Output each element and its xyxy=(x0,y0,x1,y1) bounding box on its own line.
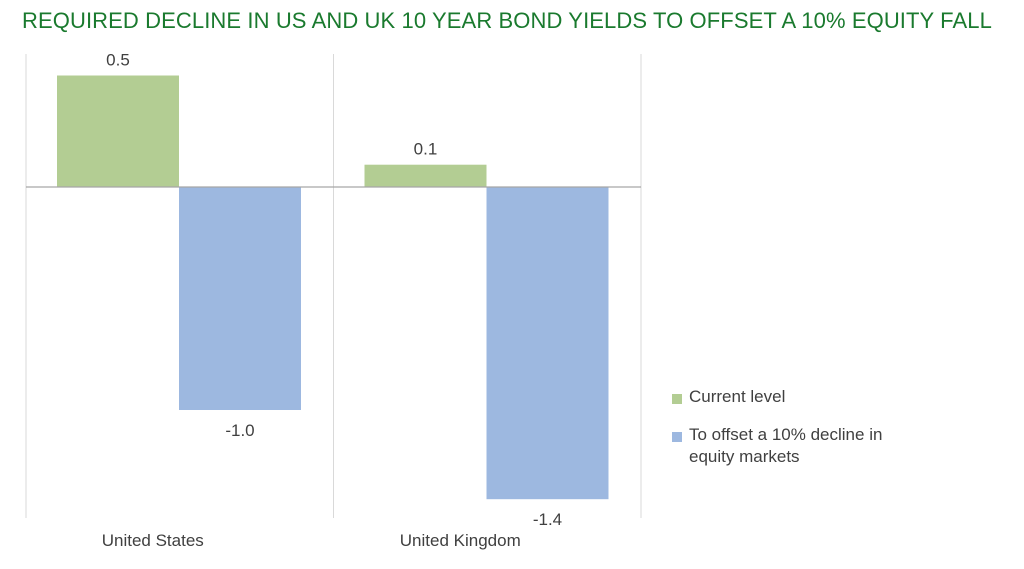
bar-offset-1 xyxy=(486,187,609,500)
bar-current-level-1 xyxy=(364,164,487,187)
legend-item-current-level: Current level xyxy=(672,386,972,408)
data-label-current-level-1: 0.1 xyxy=(414,140,438,159)
bar-current-level-0 xyxy=(57,75,179,187)
category-label-0: United States xyxy=(102,531,204,550)
data-labels-group: 0.5 -1.0 0.1 -1.4 xyxy=(106,51,562,530)
category-label-1: United Kingdom xyxy=(400,531,521,550)
bars-group xyxy=(57,75,609,500)
category-separators xyxy=(25,54,642,518)
legend-label-offset: To offset a 10% decline in equity market… xyxy=(689,425,883,466)
legend-label-current-level: Current level xyxy=(689,387,786,406)
legend-item-offset: To offset a 10% decline in equity market… xyxy=(672,424,972,468)
chart-title: REQUIRED DECLINE IN US AND UK 10 YEAR BO… xyxy=(22,8,992,33)
data-label-offset-1: -1.4 xyxy=(533,510,562,529)
data-label-offset-0: -1.0 xyxy=(225,421,254,440)
legend: Current level To offset a 10% decline in… xyxy=(672,386,972,484)
category-labels-group: United States United Kingdom xyxy=(102,531,521,550)
bar-offset-0 xyxy=(179,187,301,410)
legend-swatch-offset xyxy=(672,432,682,442)
data-label-current-level-0: 0.5 xyxy=(106,51,130,70)
legend-swatch-current-level xyxy=(672,394,682,404)
